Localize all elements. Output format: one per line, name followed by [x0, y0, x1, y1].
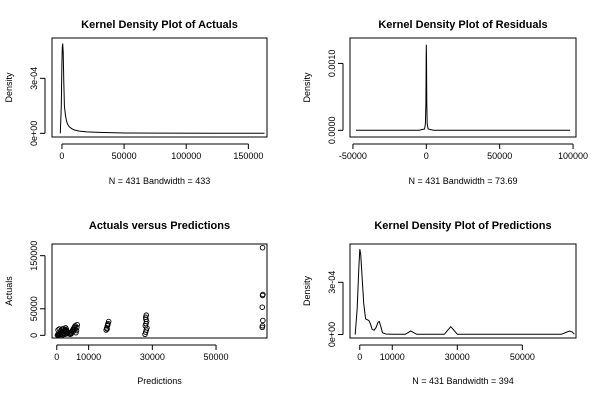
panel-3: Actuals versus Predictions Predictions Act… [4, 220, 268, 386]
x-axis-label: N = 431 Bandwidth = 394 [412, 376, 514, 386]
x-axis-label: N = 431 Bandwidth = 73.69 [408, 176, 517, 186]
x-tick-label: 50000 [112, 151, 137, 161]
y-tick-label: 3e-04 [29, 67, 39, 90]
chart-title: Actuals versus Predictions [89, 220, 230, 232]
chart-title: Kernel Density Plot of Actuals [81, 19, 238, 31]
scatter-point [259, 304, 265, 310]
scatter-point [105, 318, 112, 325]
x-tick-label: -50000 [339, 151, 367, 161]
scatter-point [259, 244, 266, 251]
y-tick-label: 3e-04 [327, 271, 337, 294]
scatter-point [143, 312, 150, 318]
density-line [355, 44, 571, 131]
scatter-point [62, 327, 68, 333]
x-axis-label: Predictions [137, 376, 182, 386]
density-line [354, 249, 575, 335]
x-axis-label: N = 431 Bandwidth = 433 [109, 176, 211, 186]
scatter-point [74, 321, 80, 328]
x-tick-label: 50000 [487, 151, 512, 161]
x-tick-label: 0 [54, 352, 59, 362]
panel-1: Kernel Density Plot of Actuals N = 431 Ba… [4, 19, 268, 186]
y-tick-label: 0.0010 [327, 50, 337, 78]
y-tick-label: 0 [29, 333, 39, 338]
y-tick-label: 150000 [29, 241, 39, 271]
chart-title: Kernel Density Plot of Residuals [378, 19, 547, 31]
x-tick-label: 100000 [171, 151, 201, 161]
y-axis-label: Density [4, 72, 14, 103]
x-tick-label: 50000 [204, 352, 229, 362]
x-tick-label: 0 [59, 151, 64, 161]
plot-frame [51, 37, 268, 138]
scatter-point [260, 291, 266, 298]
x-tick-label: 150000 [233, 151, 263, 161]
scatter-point [74, 324, 80, 331]
plot-frame [349, 243, 577, 339]
scatter-point [104, 321, 111, 328]
scatter-point [260, 317, 266, 324]
panel-2: Kernel Density Plot of Residuals N = 431 … [302, 19, 588, 186]
x-tick-label: 30000 [445, 352, 470, 362]
plot-frame [349, 37, 577, 138]
x-tick-label: 100000 [558, 151, 588, 161]
x-tick-label: 0 [424, 151, 429, 161]
chart-title: Kernel Density Plot of Predictions [374, 220, 551, 232]
x-tick-label: 0 [357, 352, 362, 362]
x-tick-label: 10000 [380, 352, 405, 362]
y-axis-label: Density [302, 72, 312, 103]
x-tick-label: 10000 [76, 352, 101, 362]
y-axis-label: Density [302, 275, 312, 306]
y-tick-label: 50000 [29, 296, 39, 321]
x-tick-label: 50000 [510, 352, 535, 362]
y-tick-label: 0e+00 [327, 322, 337, 347]
y-tick-label: 0.0000 [327, 117, 337, 145]
plot-frame [51, 243, 268, 339]
x-tick-label: 30000 [140, 352, 165, 362]
panel-4: Kernel Density Plot of Predictions N = 43… [302, 220, 577, 386]
scatter-point [259, 323, 266, 329]
density-line [59, 43, 265, 134]
y-tick-label: 0e+00 [29, 121, 39, 146]
y-axis-label: Actuals [4, 276, 14, 306]
